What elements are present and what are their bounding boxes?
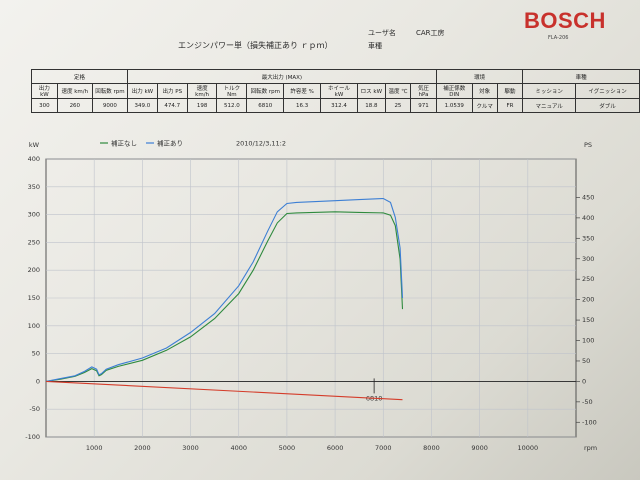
x-tick-label: 5000 — [279, 444, 296, 452]
bosch-logo: BOSCH — [524, 8, 606, 33]
x-tick-label: 7000 — [375, 444, 392, 452]
y-tick-label-right: 50 — [582, 357, 590, 365]
y-tick-label-right: -100 — [582, 418, 597, 426]
x-tick-label: 9000 — [471, 444, 488, 452]
user-value: CAR工房 — [416, 29, 445, 37]
vehicle-label: 車種 — [368, 42, 382, 50]
chart-axes: 1000 2000 3000 4000 5000 6000 7000 8000 9000 1000… — [25, 141, 597, 452]
chart-date: 2010/12/3,11:2 — [236, 140, 286, 148]
chart-legend: 補正なし 補正あり 2010/12/3,11:2 — [100, 139, 286, 148]
x-tick-label: 6000 — [327, 444, 344, 452]
y-tick-label-right: 250 — [582, 275, 594, 283]
x-tick-label: 10000 — [517, 444, 538, 452]
spec-value-cell: 300 — [31, 98, 58, 113]
x-tick-label: 2000 — [134, 444, 151, 452]
y-tick-label-left: 0 — [36, 377, 40, 385]
series-line-0 — [45, 211, 404, 382]
y-tick-label-right: 150 — [582, 316, 594, 324]
spec-value-cell: 512.0 — [216, 98, 248, 113]
y-tick-label-right: 300 — [582, 255, 594, 263]
x-tick-label: 1000 — [86, 444, 103, 452]
model-code: FLA-206 — [548, 35, 569, 41]
spec-value-cell: 971 — [410, 98, 437, 113]
spec-value-cell: 9000 — [91, 98, 128, 113]
left-axis-unit: kW — [29, 141, 40, 149]
value-row: 300 260 9000 349.0 474.7 198 512.0 6810 16.3 312.… — [31, 98, 640, 113]
y-tick-label-left: 150 — [28, 294, 40, 302]
spec-value-cell: 18.8 — [356, 98, 386, 113]
y-tick-label-left: 50 — [32, 350, 40, 358]
y-tick-label-left: -100 — [25, 433, 40, 441]
spec-value-cell: 25 — [384, 98, 412, 113]
spec-value-cell: 198 — [186, 98, 218, 113]
y-tick-label-right: -50 — [582, 398, 593, 406]
spec-value-cell: 6810 — [246, 98, 285, 113]
y-tick-label-left: 350 — [28, 183, 40, 191]
legend-label: 補正なし — [111, 139, 137, 148]
y-tick-label-right: 450 — [582, 193, 594, 201]
y-tick-label-left: 400 — [28, 155, 40, 163]
x-tick-label: 8000 — [423, 444, 440, 452]
y-tick-label-right: 400 — [582, 214, 594, 222]
y-tick-label-right: 200 — [582, 296, 594, 304]
series-line-1 — [45, 197, 404, 382]
spec-header-cell: ホイール kW — [319, 83, 358, 99]
user-label: ユーザ名 — [368, 29, 396, 37]
x-tick-label: 3000 — [182, 444, 199, 452]
y-tick-label-left: 250 — [28, 238, 40, 246]
y-tick-label-left: 100 — [28, 322, 40, 330]
spec-value-cell: クルマ — [471, 98, 498, 113]
right-axis-unit: PS — [584, 141, 592, 149]
y-tick-label-right: 100 — [582, 337, 594, 345]
chart-series — [45, 197, 404, 401]
y-tick-label-right: 350 — [582, 234, 594, 242]
x-axis-unit: rpm — [584, 444, 597, 452]
spec-value-cell: ダブル — [575, 98, 640, 113]
y-tick-label-left: 300 — [28, 211, 40, 219]
y-tick-label-left: 200 — [28, 266, 40, 274]
page-title: エンジンパワー単（損失補正あり ｒｐｍ） — [178, 41, 333, 50]
spec-value-cell: FR — [496, 98, 524, 113]
series-line-2 — [45, 380, 403, 401]
spec-table: 定格 最大出力 (MAX) 環境 車種 出力 kW 速度 km/h 回転数 rpm 出… — [31, 69, 640, 113]
spec-value-cell: 474.7 — [156, 98, 188, 113]
spec-header-cell: イグニッション — [575, 83, 640, 99]
x-tick-label: 4000 — [230, 444, 247, 452]
chart-grid — [45, 158, 577, 438]
spec-value-cell: 312.4 — [319, 98, 358, 113]
legend-label: 補正あり — [157, 139, 183, 148]
y-tick-label-right: 0 — [582, 377, 586, 385]
y-tick-label-left: -50 — [29, 405, 40, 413]
